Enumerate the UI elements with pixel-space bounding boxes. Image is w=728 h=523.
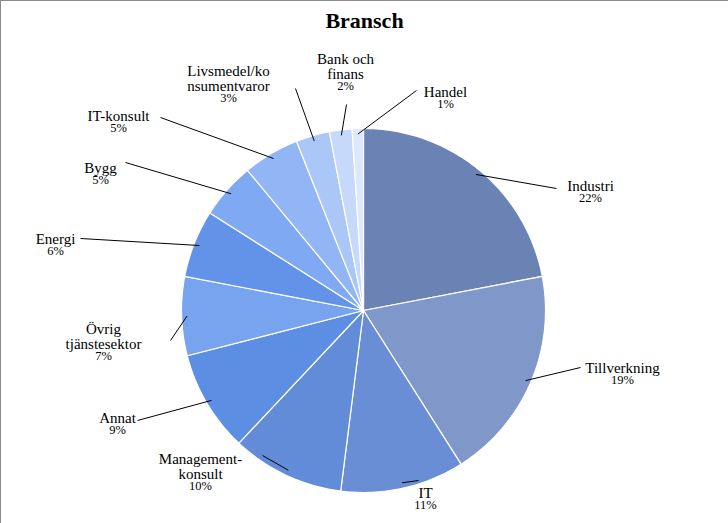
svg-text:Annat: Annat bbox=[99, 409, 136, 426]
svg-text:Övrigtjänstesektor: Övrigtjänstesektor bbox=[66, 321, 142, 352]
svg-text:IT-konsult: IT-konsult bbox=[87, 107, 150, 124]
svg-text:Bank ochfinans: Bank ochfinans bbox=[317, 51, 375, 82]
svg-text:Industri: Industri bbox=[567, 177, 614, 194]
svg-text:Energi: Energi bbox=[35, 230, 76, 247]
svg-text:Livsmedel/konsumentvaror: Livsmedel/konsumentvaror bbox=[187, 63, 270, 94]
svg-text:IT: IT bbox=[418, 484, 433, 501]
svg-text:5%: 5% bbox=[110, 121, 127, 135]
svg-text:Tillverkning: Tillverkning bbox=[585, 359, 660, 376]
svg-text:Bygg: Bygg bbox=[84, 159, 117, 176]
svg-text:10%: 10% bbox=[189, 479, 212, 493]
svg-text:1%: 1% bbox=[437, 97, 454, 111]
svg-text:11%: 11% bbox=[414, 498, 436, 512]
svg-text:Handel: Handel bbox=[423, 83, 468, 100]
svg-text:6%: 6% bbox=[47, 244, 64, 258]
svg-text:5%: 5% bbox=[92, 173, 109, 187]
svg-text:2%: 2% bbox=[337, 79, 354, 93]
svg-text:Management-konsult: Management-konsult bbox=[159, 451, 242, 482]
svg-text:22%: 22% bbox=[579, 191, 602, 205]
svg-text:3%: 3% bbox=[220, 91, 237, 105]
svg-text:7%: 7% bbox=[95, 349, 112, 363]
svg-text:Bransch: Bransch bbox=[325, 8, 403, 33]
svg-text:9%: 9% bbox=[109, 423, 126, 437]
svg-text:19%: 19% bbox=[611, 373, 634, 387]
